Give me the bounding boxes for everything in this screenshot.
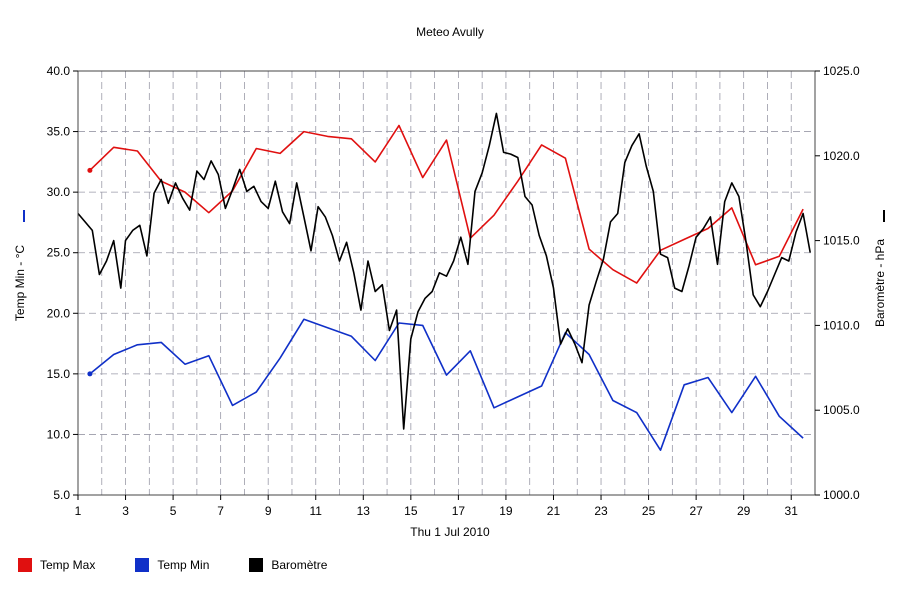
x-tick-label: 11 — [310, 504, 323, 518]
series-line-0 — [89, 124, 804, 284]
left-tick-label: 35.0 — [47, 125, 71, 139]
x-tick-label: 9 — [265, 504, 272, 518]
left-tick-label: 40.0 — [47, 64, 71, 78]
right-tick-label: 1020.0 — [823, 149, 860, 163]
legend-label-barometre: Baromètre — [271, 558, 328, 572]
legend: Temp Max Temp Min Baromètre — [18, 558, 327, 572]
x-tick-label: 23 — [594, 504, 608, 518]
legend-item-barometre: Baromètre — [249, 558, 327, 572]
x-tick-label: 3 — [122, 504, 129, 518]
y-axis-label-right: Baromètre - hPa — [873, 239, 887, 327]
left-tick-label: 25.0 — [47, 246, 71, 260]
x-tick-label: 1 — [75, 504, 82, 518]
right-tick-label: 1005.0 — [823, 403, 860, 417]
series-line-1 — [89, 318, 804, 452]
legend-swatch-temp-min — [135, 558, 150, 572]
series-line-2 — [77, 112, 811, 430]
legend-item-temp-min: Temp Min — [135, 558, 209, 572]
legend-label-temp-max: Temp Max — [40, 558, 96, 572]
series-start-point-1 — [87, 371, 93, 377]
x-tick-label: 17 — [452, 504, 466, 518]
chart-title: Meteo Avully — [416, 25, 484, 39]
x-tick-label: 31 — [785, 504, 799, 518]
x-tick-label: 27 — [689, 504, 703, 518]
series-start-point-0 — [87, 167, 93, 173]
left-tick-label: 5.0 — [53, 488, 70, 502]
plot-frame — [77, 70, 816, 496]
x-tick-label: 7 — [217, 504, 224, 518]
legend-swatch-barometre — [249, 558, 264, 572]
x-tick-label: 15 — [404, 504, 418, 518]
right-tick-label: 1015.0 — [823, 234, 860, 248]
right-tick-label: 1025.0 — [823, 64, 860, 78]
x-tick-label: 25 — [642, 504, 656, 518]
left-tick-label: 10.0 — [47, 427, 71, 441]
right-tick-label: 1010.0 — [823, 318, 860, 332]
grid — [77, 70, 816, 496]
x-tick-label: 13 — [357, 504, 371, 518]
legend-label-temp-min: Temp Min — [157, 558, 210, 572]
left-tick-label: 20.0 — [47, 306, 71, 320]
legend-item-temp-max: Temp Max — [18, 558, 95, 572]
x-tick-label: 21 — [547, 504, 561, 518]
x-tick-label: 29 — [737, 504, 751, 518]
left-tick-label: 15.0 — [47, 367, 71, 381]
x-tick-label: 5 — [170, 504, 177, 518]
x-tick-label: 19 — [499, 504, 513, 518]
left-tick-label: 30.0 — [47, 185, 71, 199]
right-tick-label: 1000.0 — [823, 488, 860, 502]
series-group — [77, 112, 811, 452]
y-axis-label-left: Temp Min - °C — [13, 245, 27, 321]
axes: 5.0 10.0 15.0 20.0 25.0 30.0 35.0 40.0 1000.0 100… — [23, 64, 885, 518]
legend-swatch-temp-max — [18, 558, 32, 572]
x-axis-label: Thu 1 Jul 2010 — [410, 525, 490, 539]
